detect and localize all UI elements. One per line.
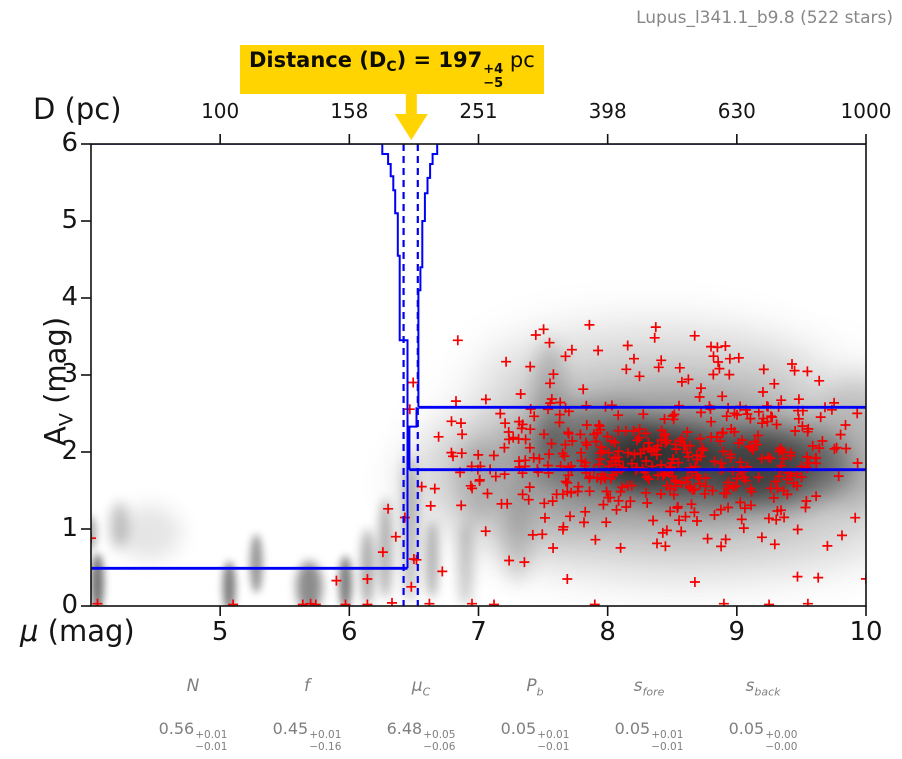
bottom-axis-label: μ (mag) [20,614,135,648]
parameter-label: f [304,676,310,696]
parameter-label: N [186,676,200,696]
parameter-column: sfore 0.05 +0.01 −0.01 [615,676,684,753]
left-tick-label: 1 [61,513,78,543]
annotation-error-stack: +4 −5 [483,63,503,90]
parameter-label: sback [745,676,781,699]
posterior-outline-left [381,144,409,569]
parameter-column: Pb 0.05 +0.01 −0.01 [501,676,570,753]
parameter-column: μC 6.48 +0.05 −0.06 [387,676,456,753]
parameter-label: Pb [526,676,544,699]
parameter-value: 6.48 +0.05 −0.06 [386,719,456,753]
annotation-mid: ) = 197 [396,48,483,72]
parameter-column: f 0.45 +0.01 −0.16 [273,676,342,753]
posterior-outline-right [417,144,439,408]
star-scatter-layer [91,319,866,606]
parameter-value: 0.56 +0.01 −0.01 [158,719,228,753]
annotation-prefix: Distance (D [249,48,387,72]
figure-title: Lupus_l341.1_b9.8 (522 stars) [636,8,893,28]
parameter-value: 0.45 +0.01 −0.16 [272,719,342,753]
model-step-notch [408,407,418,470]
parameter-column: N 0.56 +0.01 −0.01 [159,676,228,753]
parameter-column: sback 0.05 +0.00 −0.00 [729,676,798,753]
parameter-value: 0.05 +0.00 −0.00 [728,719,798,753]
parameter-value: 0.05 +0.01 −0.01 [500,719,570,753]
bottom-axis-label-rest: (mag) [38,614,135,648]
bottom-tick-label: 9 [728,617,746,647]
annotation-error-minus: −5 [483,75,504,91]
bottom-tick-label: 7 [470,617,487,647]
annotation-error-plus: +4 [483,62,504,77]
top-axis-label: D (pc) [33,92,122,126]
annotation-unit: pc [503,48,535,72]
parameter-label: μC [411,676,431,699]
parameter-value: 0.05 +0.01 −0.01 [614,719,684,753]
bottom-tick-label: 8 [599,617,616,647]
top-tick-label: 251 [459,99,498,123]
top-tick-label: 630 [717,99,756,123]
left-tick-label: 2 [61,436,78,466]
left-tick-label: 5 [61,205,78,235]
left-tick-label: 3 [61,359,78,389]
left-axis-label-sub: V [55,413,78,427]
distance-annotation: Distance (DC) = 197 +4 −5 pc [240,45,544,95]
bottom-tick-label: 6 [341,617,358,647]
left-tick-label: 4 [61,282,78,312]
left-tick-label: 0 [61,590,78,620]
annotation-subscript: C [386,59,397,75]
parameter-table: N 0.56 +0.01 −0.01 f 0.45 +0.01 −0.16 μC 6.48 +0.0… [0,676,902,756]
top-tick-label: 158 [330,99,369,123]
distance-arrow [394,80,428,140]
bottom-tick-label: 5 [211,617,229,647]
model-lines-layer [91,144,866,606]
bottom-tick-label: 10 [849,617,883,647]
left-tick-label: 6 [61,128,78,158]
top-tick-label: 1000 [840,99,892,123]
parameter-label: sfore [633,676,665,699]
bottom-axis-label-symbol: μ [20,614,39,648]
top-tick-label: 100 [201,99,240,123]
top-tick-label: 398 [588,99,627,123]
axis-ticks [81,134,867,616]
